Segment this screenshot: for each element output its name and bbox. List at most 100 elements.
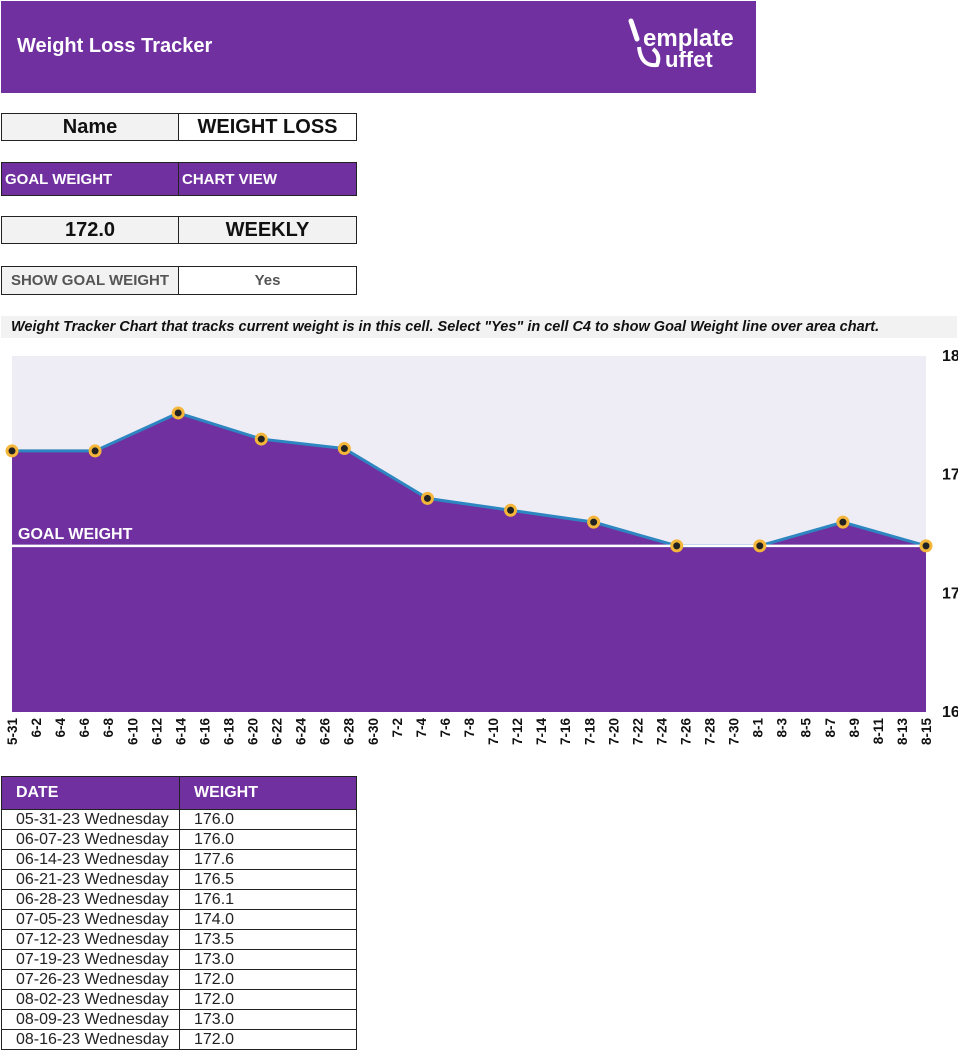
x-tick-label: 7-6: [438, 718, 453, 738]
date-cell[interactable]: 06-21-23 Wednesday: [2, 870, 180, 889]
data-point: [504, 503, 518, 517]
date-cell[interactable]: 08-02-23 Wednesday: [2, 990, 180, 1009]
table-header: DATE WEIGHT: [1, 776, 357, 810]
x-tick-label: 7-22: [630, 718, 645, 745]
data-point: [587, 515, 601, 529]
date-cell[interactable]: 06-14-23 Wednesday: [2, 850, 180, 869]
x-tick-label: 7-26: [678, 718, 693, 746]
data-point: [919, 539, 933, 553]
date-cell[interactable]: 07-12-23 Wednesday: [2, 930, 180, 949]
x-tick-label: 7-12: [510, 718, 525, 745]
y-tick-label: 17: [942, 467, 958, 484]
goal-weight-label: GOAL WEIGHT: [1, 162, 179, 196]
x-tick-label: 8-15: [919, 718, 934, 746]
weight-cell[interactable]: 177.6: [194, 850, 235, 868]
goal-weight-value[interactable]: 172.0: [1, 216, 179, 244]
x-tick-label: 7-14: [534, 718, 549, 746]
x-tick-label: 5-31: [5, 718, 20, 746]
name-label: Name: [1, 113, 179, 141]
date-cell[interactable]: 08-16-23 Wednesday: [2, 1030, 180, 1049]
weight-table: DATE WEIGHT 05-31-23 Wednesday 176.0 06-07…: [1, 776, 357, 1050]
weight-cell[interactable]: 176.1: [194, 890, 235, 908]
table-row: 07-26-23 Wednesday 172.0: [1, 970, 357, 990]
x-tick-label: 8-9: [847, 718, 862, 738]
date-cell[interactable]: 07-19-23 Wednesday: [2, 950, 180, 969]
table-row: 07-12-23 Wednesday 173.5: [1, 930, 357, 950]
chart-note: Weight Tracker Chart that tracks current…: [1, 316, 957, 338]
table-row: 07-05-23 Wednesday 174.0: [1, 910, 357, 930]
x-tick-label: 7-24: [654, 718, 669, 746]
x-tick-label: 8-11: [871, 718, 886, 745]
x-tick-label: 6-16: [197, 718, 212, 746]
x-tick-label: 6-8: [101, 718, 116, 738]
name-value[interactable]: WEIGHT LOSS: [178, 113, 357, 141]
x-tick-label: 6-2: [29, 718, 44, 738]
x-tick-label: 7-20: [606, 718, 621, 745]
data-point: [337, 442, 351, 456]
show-goal-value[interactable]: Yes: [178, 266, 357, 295]
x-tick-label: 8-3: [775, 718, 790, 738]
weight-cell[interactable]: 173.0: [194, 950, 235, 968]
date-cell[interactable]: 07-26-23 Wednesday: [2, 970, 180, 989]
weight-cell[interactable]: 172.0: [194, 1030, 235, 1048]
ladle-icon: [628, 18, 661, 68]
weight-cell[interactable]: 172.0: [194, 970, 235, 988]
data-point: [420, 491, 434, 505]
logo-line1: emplate: [643, 25, 734, 52]
x-tick-label: 7-8: [462, 718, 477, 738]
x-tick-label: 8-5: [799, 718, 814, 738]
x-tick-label: 8-7: [823, 718, 838, 738]
weight-line: [12, 411, 927, 548]
x-tick-label: 8-13: [895, 718, 910, 746]
x-tick-label: 7-30: [727, 718, 742, 745]
data-point: [836, 515, 850, 529]
x-tick-label: 7-10: [486, 718, 501, 745]
weight-area-chart: GOAL WEIGHT 18 17 17 16 5-31 6-2 6-4 6-6 6-8 6-10 6…: [5, 348, 958, 746]
table-row: 08-02-23 Wednesday 172.0: [1, 990, 357, 1010]
weight-cell[interactable]: 173.0: [194, 1010, 235, 1028]
x-tick-label: 7-18: [582, 718, 597, 746]
y-tick-label: 16: [942, 704, 958, 721]
y-tick-label: 18: [942, 348, 958, 365]
header-weight: WEIGHT: [194, 784, 258, 801]
x-tick-label: 7-16: [558, 718, 573, 746]
data-point: [171, 406, 185, 420]
x-tick-label: 6-4: [53, 718, 68, 738]
weight-cell[interactable]: 176.0: [194, 810, 235, 828]
date-cell[interactable]: 08-09-23 Wednesday: [2, 1010, 180, 1029]
weight-area: [12, 412, 926, 712]
table-row: 08-09-23 Wednesday 173.0: [1, 1010, 357, 1030]
chart-view-label: CHART VIEW: [178, 162, 357, 196]
weight-cell[interactable]: 172.0: [194, 990, 235, 1008]
x-tick-label: 6-14: [173, 718, 188, 746]
weight-cell[interactable]: 174.0: [194, 910, 235, 928]
chart-view-value[interactable]: WEEKLY: [178, 216, 357, 244]
x-tick-label: 6-24: [294, 718, 309, 746]
x-tick-label: 6-28: [342, 718, 357, 746]
date-cell[interactable]: 06-07-23 Wednesday: [2, 830, 180, 849]
weight-cell[interactable]: 176.0: [194, 830, 235, 848]
date-cell[interactable]: 06-28-23 Wednesday: [2, 890, 180, 909]
x-tick-label: 6-6: [77, 718, 92, 738]
date-cell[interactable]: 05-31-23 Wednesday: [2, 810, 180, 829]
x-tick-label: 8-1: [751, 718, 766, 738]
data-point: [5, 444, 19, 458]
x-tick-label: 6-10: [125, 718, 140, 745]
x-tick-label: 7-28: [703, 718, 718, 746]
x-tick-label: 7-2: [390, 718, 405, 738]
data-point: [88, 444, 102, 458]
x-tick-label: 7-4: [414, 718, 429, 738]
table-row: 06-07-23 Wednesday 176.0: [1, 830, 357, 850]
data-point: [753, 539, 767, 553]
table-row: 08-16-23 Wednesday 172.0: [1, 1030, 357, 1050]
x-tick-label: 6-26: [318, 718, 333, 746]
header-date: DATE: [2, 777, 180, 809]
weight-cell[interactable]: 176.5: [194, 870, 235, 888]
show-goal-label: SHOW GOAL WEIGHT: [1, 266, 179, 295]
date-cell[interactable]: 07-05-23 Wednesday: [2, 910, 180, 929]
x-tick-label: 6-22: [270, 718, 285, 745]
x-tick-label: 6-18: [221, 718, 236, 746]
weight-cell[interactable]: 173.5: [194, 930, 235, 948]
header-banner: Weight Loss Tracker emplate uffet: [1, 1, 756, 93]
table-row: 07-19-23 Wednesday 173.0: [1, 950, 357, 970]
